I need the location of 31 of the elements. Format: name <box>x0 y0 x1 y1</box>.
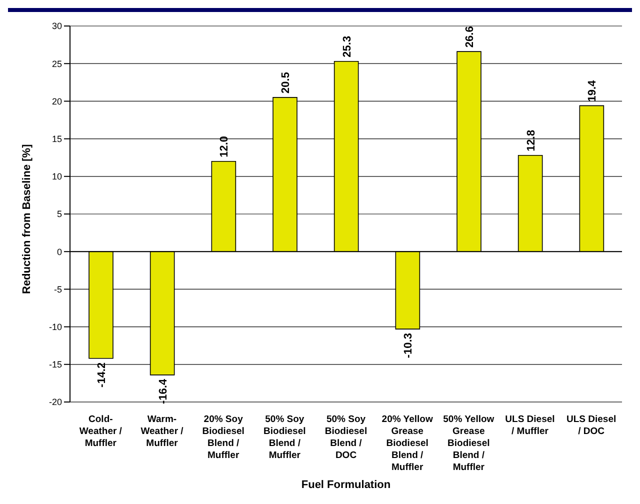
y-tick-label: 30 <box>52 21 62 32</box>
y-tick-label: 25 <box>52 58 62 69</box>
y-tick-label: 0 <box>56 246 62 257</box>
data-label: 12.0 <box>218 136 231 158</box>
x-tick-label: Warm-Weather / Muffler <box>140 414 184 449</box>
y-tick-label: 20 <box>52 96 62 106</box>
data-label: 26.6 <box>464 26 476 48</box>
y-tick-label: -15 <box>48 360 62 370</box>
x-tick-label: 50% Yellow Grease Biodiesel Blend / Muffler <box>443 414 495 473</box>
x-axis-title: Fuel Formulation <box>301 479 391 491</box>
y-tick-label: 15 <box>52 134 62 144</box>
data-label: 19.4 <box>586 79 599 102</box>
x-tick-label: ULS Diesel / Muffler <box>505 414 555 437</box>
y-tick-label: -20 <box>48 397 62 408</box>
x-tick-label: 50% Soy Biodiesel Blend / Muffler <box>264 414 306 461</box>
y-tick-label: 10 <box>52 172 62 182</box>
data-label: -10.3 <box>402 333 415 358</box>
data-label: -16.4 <box>157 378 170 404</box>
data-label: 25.3 <box>341 36 354 58</box>
data-label: 12.8 <box>525 130 538 152</box>
y-axis-title: Reduction from Baseline [%] <box>20 144 33 294</box>
y-tick-label: -10 <box>48 322 62 332</box>
y-tick-label: -5 <box>54 284 62 294</box>
x-tick-label: 20% Yellow Grease Biodiesel Blend / Muffler <box>382 414 434 473</box>
x-tick-label: ULS Diesel / DOC <box>566 414 616 437</box>
x-tick-label: 50% Soy Biodiesel Blend / DOC <box>324 414 368 461</box>
x-tick-label: 20% Soy Biodiesel Blend / Muffler <box>202 414 244 461</box>
data-label: 20.5 <box>280 72 292 94</box>
data-label: -14.2 <box>96 362 108 388</box>
y-tick-label: 5 <box>56 209 62 220</box>
x-tick-label: Cold-Weather / Muffler <box>79 414 122 449</box>
